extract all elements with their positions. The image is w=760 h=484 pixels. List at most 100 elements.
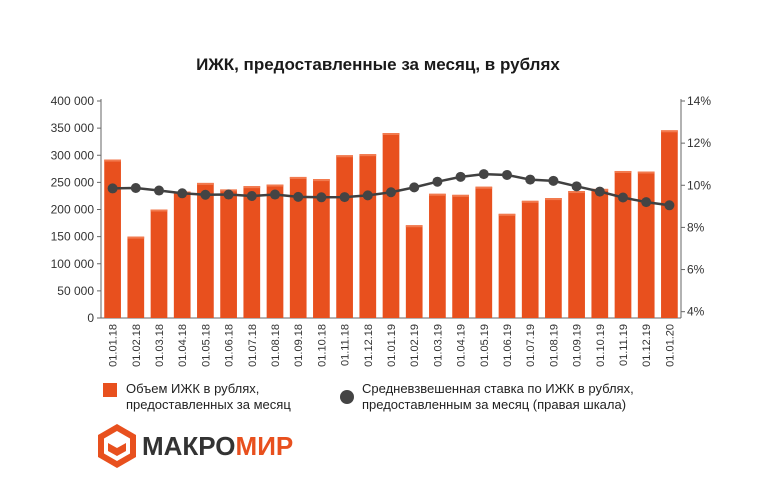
right-tick-label: 12% <box>687 136 711 150</box>
legend-line-label-1: Средневзвешенная ставка по ИЖК в рублях, <box>362 381 634 396</box>
bar-highlight <box>568 191 585 194</box>
rate-point <box>177 188 188 199</box>
bar <box>104 159 121 318</box>
left-tick-label: 350 000 <box>51 121 95 135</box>
rate-point <box>270 189 280 200</box>
rate-point <box>618 192 628 203</box>
legend-line-swatch <box>340 390 354 404</box>
x-tick-label: 01.06.18 <box>224 324 236 367</box>
rate-point <box>200 189 211 200</box>
bar <box>289 176 307 318</box>
x-tick-label: 01.08.18 <box>270 324 282 367</box>
x-tick-label: 01.10.18 <box>316 324 328 367</box>
x-tick-label: 01.07.19 <box>525 324 537 367</box>
rate-point <box>502 169 512 180</box>
rate-point <box>386 187 396 198</box>
bar-highlight <box>452 194 469 197</box>
bar-highlight <box>127 236 145 239</box>
bar <box>637 171 655 318</box>
bar <box>150 209 168 318</box>
bar-highlight <box>289 176 307 179</box>
right-tick-label: 14% <box>687 94 711 108</box>
logo-text: МАКРОМИР <box>142 431 293 461</box>
bar-highlight <box>197 182 214 185</box>
bar <box>661 130 678 318</box>
left-tick-label: 200 000 <box>51 203 95 217</box>
bar <box>545 198 562 318</box>
x-tick-label: 01.02.19 <box>409 324 421 367</box>
rate-point <box>339 192 350 203</box>
left-tick-label: 150 000 <box>51 230 95 244</box>
bar <box>266 184 284 318</box>
rate-point <box>548 175 559 186</box>
x-tick-label: 01.09.18 <box>293 324 305 367</box>
bar <box>498 213 516 318</box>
bar <box>429 193 446 318</box>
x-tick-label: 01.04.19 <box>456 324 468 367</box>
left-tick-label: 50 000 <box>57 284 94 298</box>
rate-point <box>478 169 489 180</box>
x-tick-label: 01.07.18 <box>247 324 259 367</box>
legend-line-label-2: предоставленным за месяц (правая шкала) <box>362 397 626 412</box>
x-tick-label: 01.03.19 <box>432 324 444 367</box>
rate-point <box>571 181 582 192</box>
rate-point <box>409 182 420 193</box>
bar <box>382 133 400 318</box>
x-tick-label: 01.01.19 <box>386 324 398 367</box>
left-tick-label: 400 000 <box>51 94 95 108</box>
x-tick-label: 01.10.19 <box>595 324 607 367</box>
left-tick-label: 300 000 <box>51 148 95 162</box>
right-tick-label: 4% <box>687 305 705 319</box>
rate-point <box>455 171 466 182</box>
bar-highlight <box>429 193 446 196</box>
bar-highlight <box>405 225 423 228</box>
right-tick-label: 6% <box>687 263 705 277</box>
logo-cube-icon <box>98 424 136 468</box>
bar <box>405 225 423 318</box>
bar-highlight <box>637 171 655 174</box>
rate-point <box>154 185 164 196</box>
rate-point <box>223 189 234 200</box>
bar <box>243 186 261 318</box>
logo-text-part1: МАКРО <box>142 431 236 461</box>
x-tick-label: 01.01.20 <box>664 324 676 367</box>
bar <box>127 236 145 318</box>
rate-point <box>293 191 304 202</box>
bar-highlight <box>104 159 121 162</box>
plot-area: 0 50 000 100 000 150 000 200 000 250 000 300 0… <box>51 94 712 367</box>
x-tick-label: 01.12.19 <box>641 324 653 367</box>
rate-point <box>641 197 652 208</box>
bar-highlight <box>243 186 261 189</box>
rate-point <box>246 191 257 202</box>
bar-highlight <box>150 209 168 212</box>
bar-highlight <box>475 186 493 189</box>
x-tick-label: 01.08.19 <box>548 324 560 367</box>
rate-point <box>594 186 605 197</box>
rate-point <box>432 176 443 187</box>
bar-highlight <box>545 198 562 201</box>
x-tick-label: 01.05.18 <box>200 324 212 367</box>
bar-highlight <box>614 170 632 173</box>
bar-highlight <box>382 133 400 136</box>
bar-highlight <box>359 154 377 157</box>
x-tick-label: 01.04.18 <box>177 324 189 367</box>
bar <box>173 191 191 318</box>
x-tick-label: 01.02.18 <box>131 324 143 367</box>
left-tick-label: 250 000 <box>51 175 95 189</box>
rate-point <box>316 192 327 203</box>
bar-highlight <box>266 184 284 187</box>
bar-highlight <box>336 155 353 158</box>
bar-highlight <box>498 213 516 216</box>
right-tick-label: 8% <box>687 220 705 234</box>
legend-bar-label-1: Объем ИЖК в рублях, <box>126 381 259 396</box>
rate-point <box>107 183 118 194</box>
bar <box>614 170 632 318</box>
right-tick-label: 10% <box>687 178 711 192</box>
bar <box>313 179 330 318</box>
rate-point <box>130 183 141 194</box>
logo-text-part2: МИР <box>236 431 294 461</box>
x-tick-label: 01.11.19 <box>618 324 630 366</box>
legend-bar-label-2: предоставленных за месяц <box>126 397 291 412</box>
left-tick-label: 0 <box>87 311 94 325</box>
